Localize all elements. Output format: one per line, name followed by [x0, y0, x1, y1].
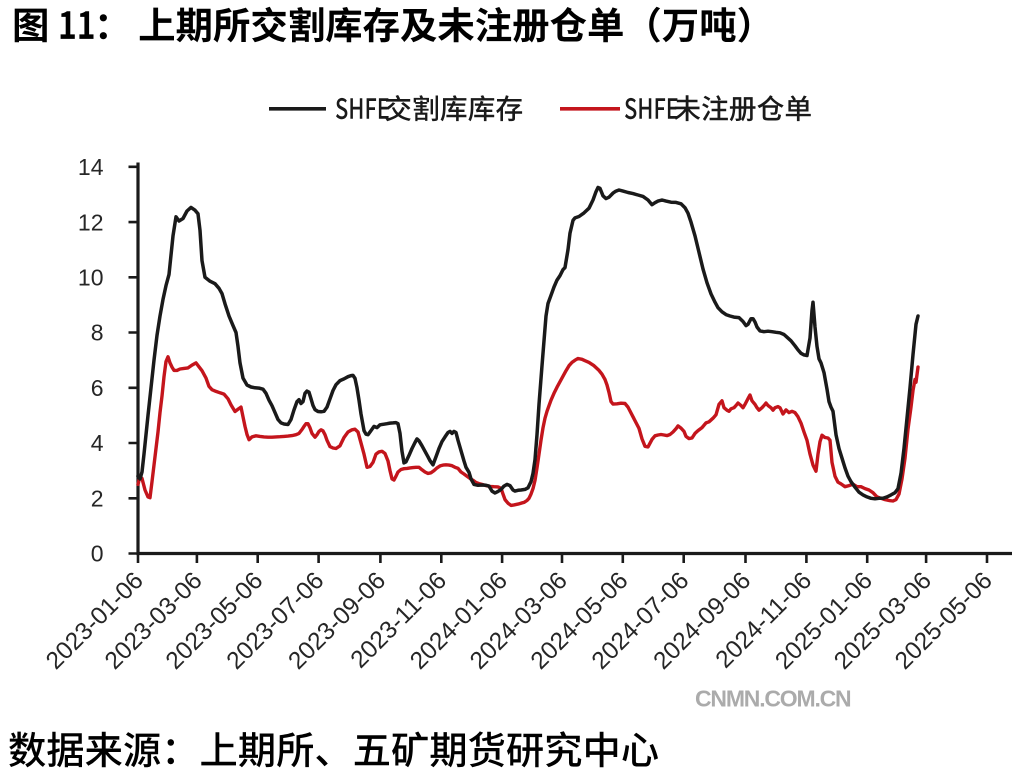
- svg-text:0: 0: [91, 541, 104, 567]
- svg-text:4: 4: [91, 430, 104, 456]
- svg-text:CNMN.COM.CN: CNMN.COM.CN: [695, 686, 851, 712]
- svg-text:14: 14: [78, 154, 104, 180]
- svg-text:2: 2: [91, 486, 104, 512]
- svg-text:12: 12: [78, 209, 104, 235]
- svg-text:8: 8: [91, 320, 104, 346]
- svg-text:10: 10: [78, 265, 104, 291]
- svg-text:6: 6: [91, 375, 104, 401]
